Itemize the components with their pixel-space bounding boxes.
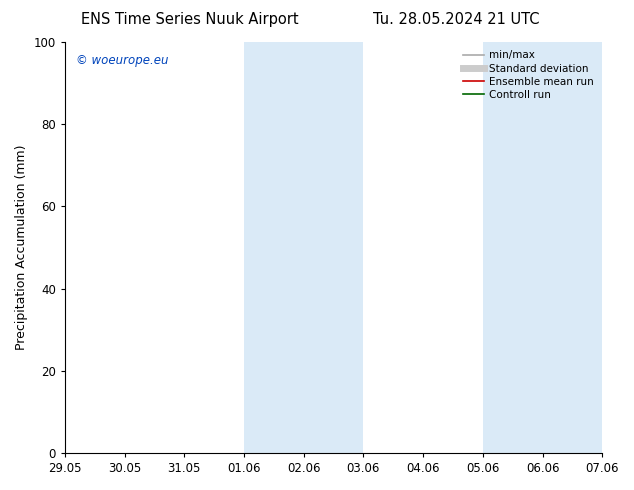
Text: © woeurope.eu: © woeurope.eu	[75, 54, 168, 68]
Bar	[483, 42, 602, 453]
Bar	[244, 42, 363, 453]
Y-axis label: Precipitation Accumulation (mm): Precipitation Accumulation (mm)	[15, 145, 28, 350]
Legend: min/max, Standard deviation, Ensemble mean run, Controll run: min/max, Standard deviation, Ensemble me…	[460, 47, 597, 103]
Text: Tu. 28.05.2024 21 UTC: Tu. 28.05.2024 21 UTC	[373, 12, 540, 27]
Text: ENS Time Series Nuuk Airport: ENS Time Series Nuuk Airport	[81, 12, 299, 27]
